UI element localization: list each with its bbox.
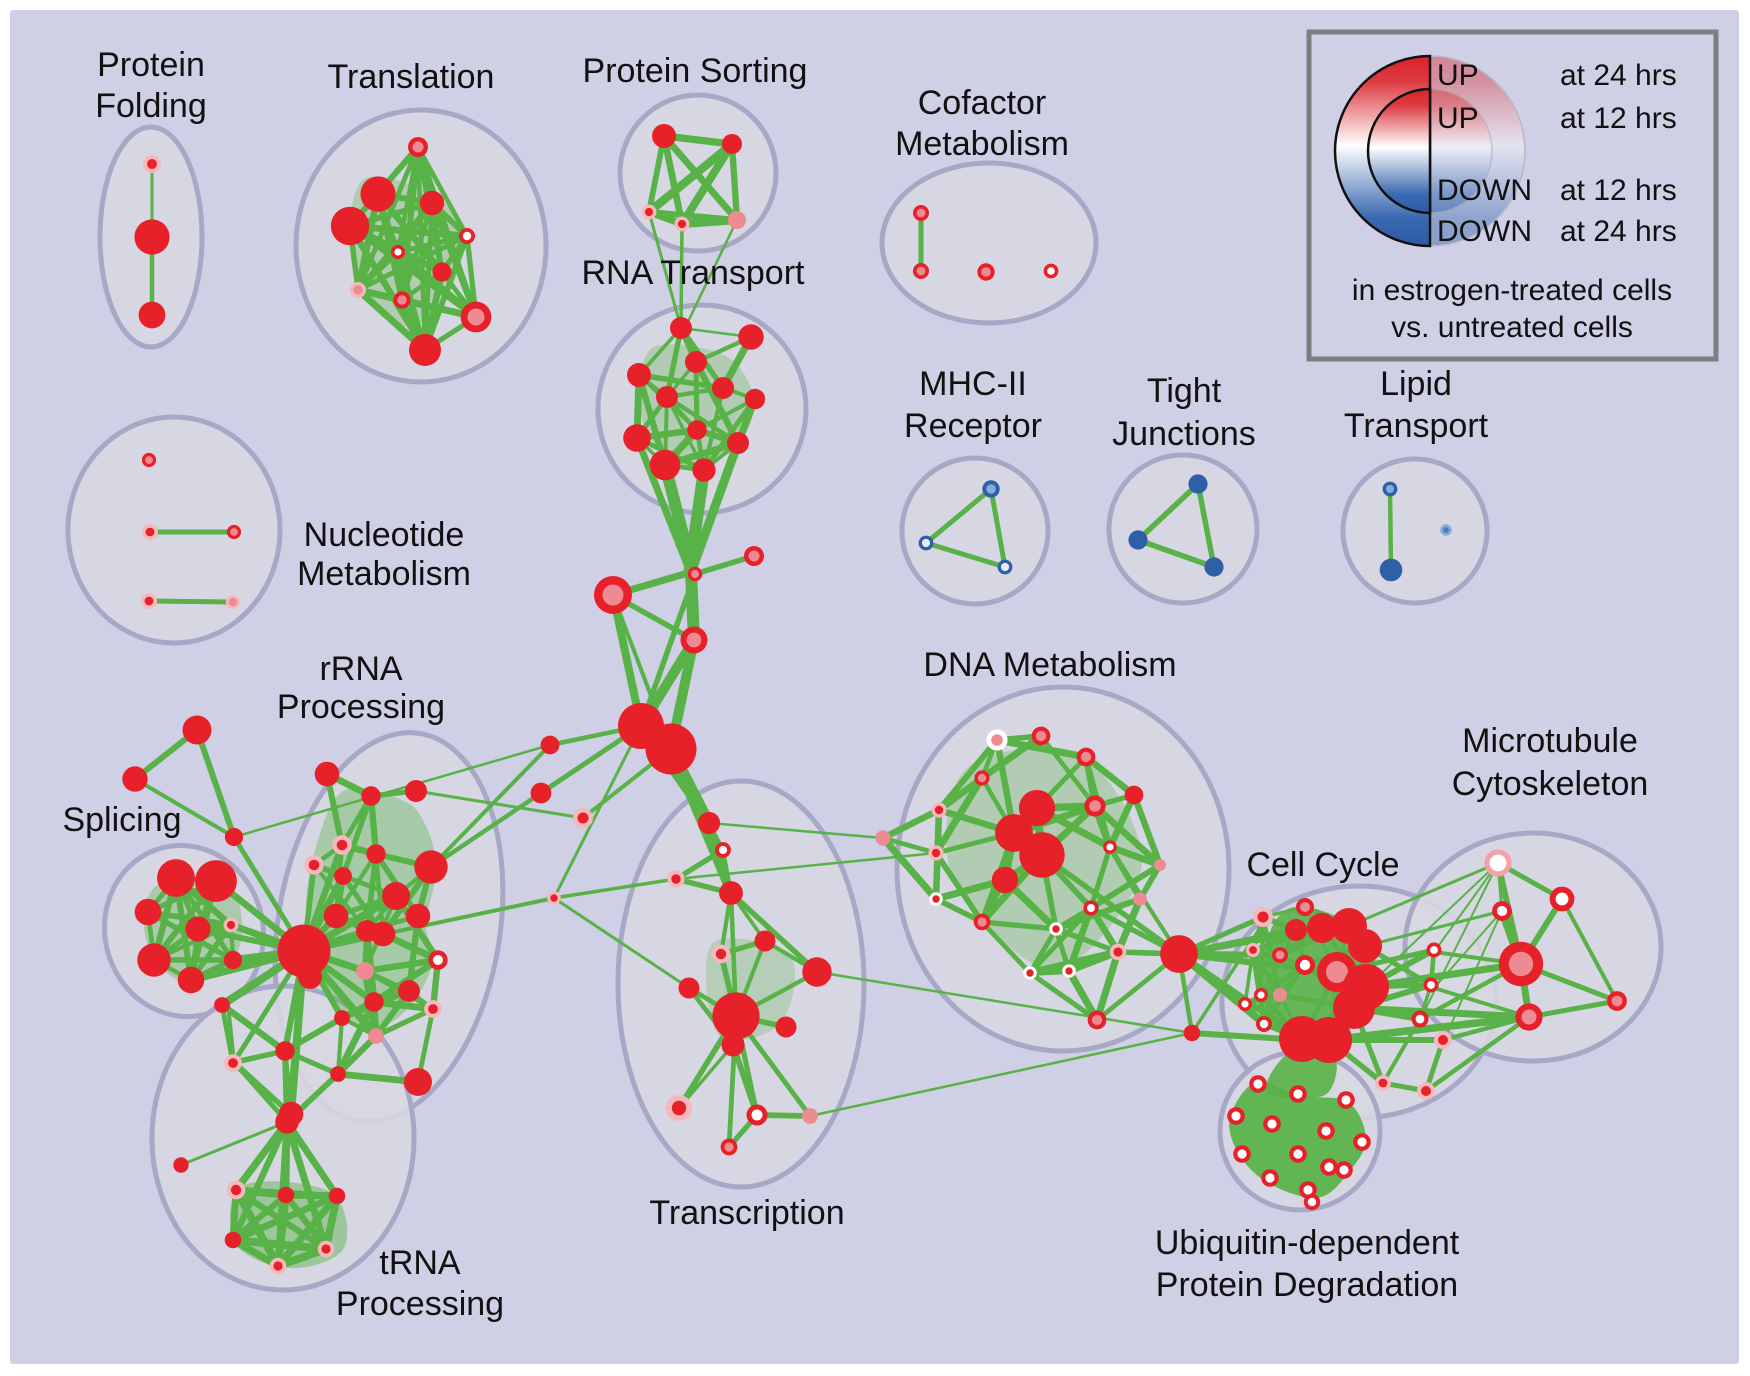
svg-text:RNA Transport: RNA Transport [582,254,806,292]
svg-text:Transcription: Transcription [649,1194,844,1232]
svg-text:Metabolism: Metabolism [895,125,1069,163]
svg-text:Processing: Processing [277,688,445,726]
svg-text:Junctions: Junctions [1112,415,1256,453]
svg-text:in estrogen-treated cells: in estrogen-treated cells [1352,274,1672,307]
svg-text:Transport: Transport [1344,407,1489,445]
svg-text:Tight: Tight [1147,372,1222,410]
svg-text:Cell Cycle: Cell Cycle [1246,846,1399,884]
svg-text:Cofactor: Cofactor [918,84,1047,122]
svg-text:vs. untreated cells: vs. untreated cells [1391,311,1633,344]
svg-text:Splicing: Splicing [62,801,181,839]
svg-text:Lipid: Lipid [1380,365,1452,403]
svg-text:Processing: Processing [336,1285,504,1323]
svg-text:Nucleotide: Nucleotide [304,516,465,554]
svg-text:at 12 hrs: at 12 hrs [1560,102,1677,135]
svg-text:rRNA: rRNA [319,650,402,688]
svg-text:Microtubule: Microtubule [1462,722,1638,760]
svg-text:MHC-II: MHC-II [919,365,1027,403]
svg-text:DNA Metabolism: DNA Metabolism [923,646,1176,684]
svg-text:at 24 hrs: at 24 hrs [1560,215,1677,248]
svg-text:Ubiquitin-dependent: Ubiquitin-dependent [1155,1224,1460,1262]
svg-text:UP: UP [1437,102,1479,135]
svg-text:DOWN: DOWN [1437,174,1532,207]
svg-text:Protein Degradation: Protein Degradation [1156,1266,1458,1304]
svg-text:Folding: Folding [95,87,207,125]
svg-text:Protein: Protein [97,46,205,84]
svg-text:at 12 hrs: at 12 hrs [1560,174,1677,207]
svg-text:UP: UP [1437,59,1479,92]
svg-text:Protein Sorting: Protein Sorting [583,52,808,90]
svg-text:DOWN: DOWN [1437,215,1532,248]
svg-text:Receptor: Receptor [904,407,1042,445]
svg-text:Translation: Translation [328,58,495,96]
svg-text:tRNA: tRNA [379,1244,461,1282]
svg-text:Metabolism: Metabolism [297,555,471,593]
svg-text:Cytoskeleton: Cytoskeleton [1452,765,1649,803]
svg-text:at 24 hrs: at 24 hrs [1560,59,1677,92]
